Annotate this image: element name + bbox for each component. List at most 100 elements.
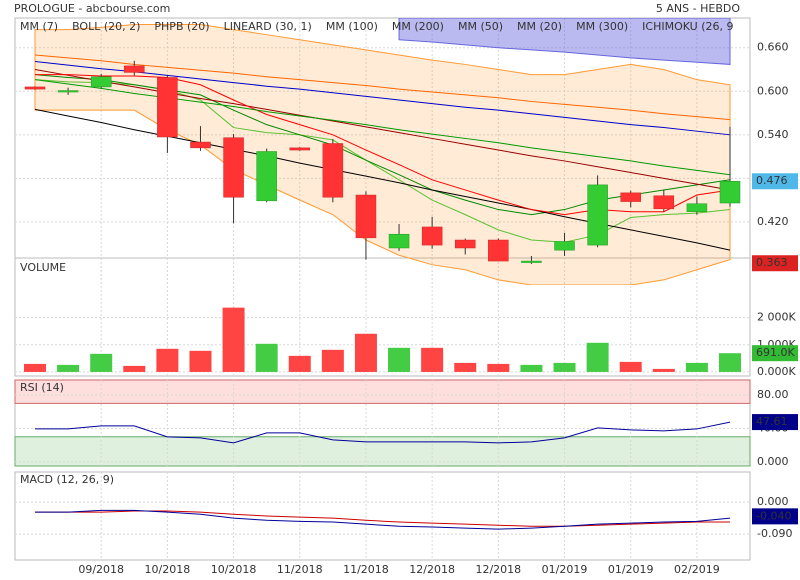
- x-tick-label: 10/2018: [211, 563, 257, 576]
- candle-body: [388, 233, 410, 249]
- oversold-zone: [14, 436, 751, 467]
- candle-body: [289, 147, 311, 151]
- y-tick-label: 0.000K: [757, 365, 796, 378]
- candle-body: [521, 260, 542, 263]
- volume-bar: [454, 362, 477, 372]
- legend-entry: MM (50): [458, 20, 503, 33]
- candle-body: [157, 77, 178, 138]
- value-box-label: 47.61: [756, 415, 788, 428]
- volume-bar: [619, 361, 642, 372]
- value-box: [752, 255, 798, 272]
- panel-frame: [14, 257, 751, 377]
- legend-entry: MM (300): [576, 20, 628, 33]
- x-tick-label: 12/2018: [409, 563, 455, 576]
- candle-body: [24, 86, 46, 90]
- candle-body: [124, 65, 145, 73]
- y-tick-label: 0.420: [757, 215, 789, 228]
- ichimoku-cloud: [398, 18, 731, 65]
- legend-entry: LINEARD (30, 1): [224, 20, 312, 33]
- y-tick-label: 0.540: [757, 128, 789, 141]
- candle-body: [653, 195, 675, 210]
- value-box-label: -0.040: [756, 509, 791, 522]
- x-tick-label: 09/2018: [78, 563, 124, 576]
- volume-bar: [123, 365, 146, 372]
- x-tick-label: 11/2018: [277, 563, 323, 576]
- candle-body: [620, 192, 641, 202]
- value-box: [752, 345, 798, 362]
- y-tick-label: -0.090: [757, 527, 792, 540]
- x-tick-label: 01/2019: [608, 563, 654, 576]
- chart-title: PROLOGUE - abcbourse.com: [14, 2, 170, 15]
- volume-bar: [156, 348, 179, 372]
- macd-line: [35, 509, 731, 530]
- volume-bar: [586, 342, 609, 372]
- volume-bar: [288, 355, 311, 372]
- legend-entry: MM (200): [392, 20, 444, 33]
- y-tick-label: 0.660: [757, 41, 789, 54]
- candle-body: [190, 141, 211, 149]
- candle-body: [719, 180, 741, 204]
- legend-entry: BOLL (20, 2): [72, 20, 140, 33]
- volume-bar: [90, 353, 113, 372]
- rsi-line: [35, 421, 731, 444]
- volume-bar: [255, 343, 278, 372]
- candle-body: [421, 226, 443, 246]
- panel-title: RSI (14): [20, 381, 64, 394]
- x-tick-label: 01/2019: [542, 563, 588, 576]
- y-tick-label: 0.600: [757, 84, 789, 97]
- x-tick-label: 11/2018: [343, 563, 389, 576]
- volume-bar: [487, 363, 510, 372]
- indicator-line: [34, 69, 731, 191]
- indicator-line: [34, 108, 731, 251]
- legend-entry: MM (100): [326, 20, 378, 33]
- y-tick-label: 0.000: [757, 455, 789, 468]
- volume-bar: [719, 353, 741, 372]
- legend-entry: PHPB (20): [154, 20, 209, 33]
- price-plot: [24, 18, 741, 285]
- panel-frame: [14, 17, 751, 286]
- value-box-label: 691.0K: [756, 346, 795, 359]
- indicator-line: [34, 61, 731, 136]
- candle-body: [355, 194, 377, 239]
- candle-body: [90, 76, 112, 88]
- volume-bar: [421, 347, 444, 372]
- volume-bar: [553, 362, 576, 372]
- volume-bar: [321, 349, 344, 372]
- legend-entry: ICHIMOKU (26, 9: [642, 20, 733, 33]
- indicator-line: [35, 74, 731, 216]
- x-tick-label: 12/2018: [475, 563, 521, 576]
- candle-body: [488, 239, 509, 262]
- candle-body: [256, 151, 277, 202]
- legend-entry: MM (20): [517, 20, 562, 33]
- volume-bar: [189, 350, 212, 372]
- y-tick-label: 2 000K: [757, 311, 796, 324]
- panel-title: VOLUME: [20, 261, 66, 274]
- candle-body: [686, 203, 708, 212]
- value-box: [752, 173, 798, 190]
- overbought-zone: [14, 379, 751, 404]
- candle-body: [554, 241, 575, 251]
- volume-bar: [354, 333, 377, 372]
- legend-entry: MM (7): [20, 20, 58, 33]
- candle-body: [322, 143, 344, 198]
- candle-body: [454, 239, 476, 249]
- indicator-line: [34, 74, 731, 216]
- volume-bar: [57, 364, 80, 372]
- volume-bar: [652, 368, 675, 372]
- candle-body: [57, 90, 79, 93]
- x-tick-label: 10/2018: [145, 563, 191, 576]
- y-tick-label: 0.000: [757, 495, 789, 508]
- value-box: [752, 414, 798, 431]
- value-box-label: 0.363: [756, 256, 788, 269]
- volume-bar: [388, 347, 411, 372]
- value-box-label: 0.476: [756, 174, 788, 187]
- period-label: 5 ANS - HEBDO: [656, 2, 740, 15]
- volume-bar: [24, 363, 46, 372]
- bollinger-band: [34, 24, 731, 285]
- y-tick-label: 80.00: [757, 388, 789, 401]
- candle-body: [223, 137, 244, 198]
- panel-title: MACD (12, 26, 9): [20, 473, 114, 486]
- volume-bar: [222, 307, 245, 372]
- x-tick-label: 02/2019: [674, 563, 720, 576]
